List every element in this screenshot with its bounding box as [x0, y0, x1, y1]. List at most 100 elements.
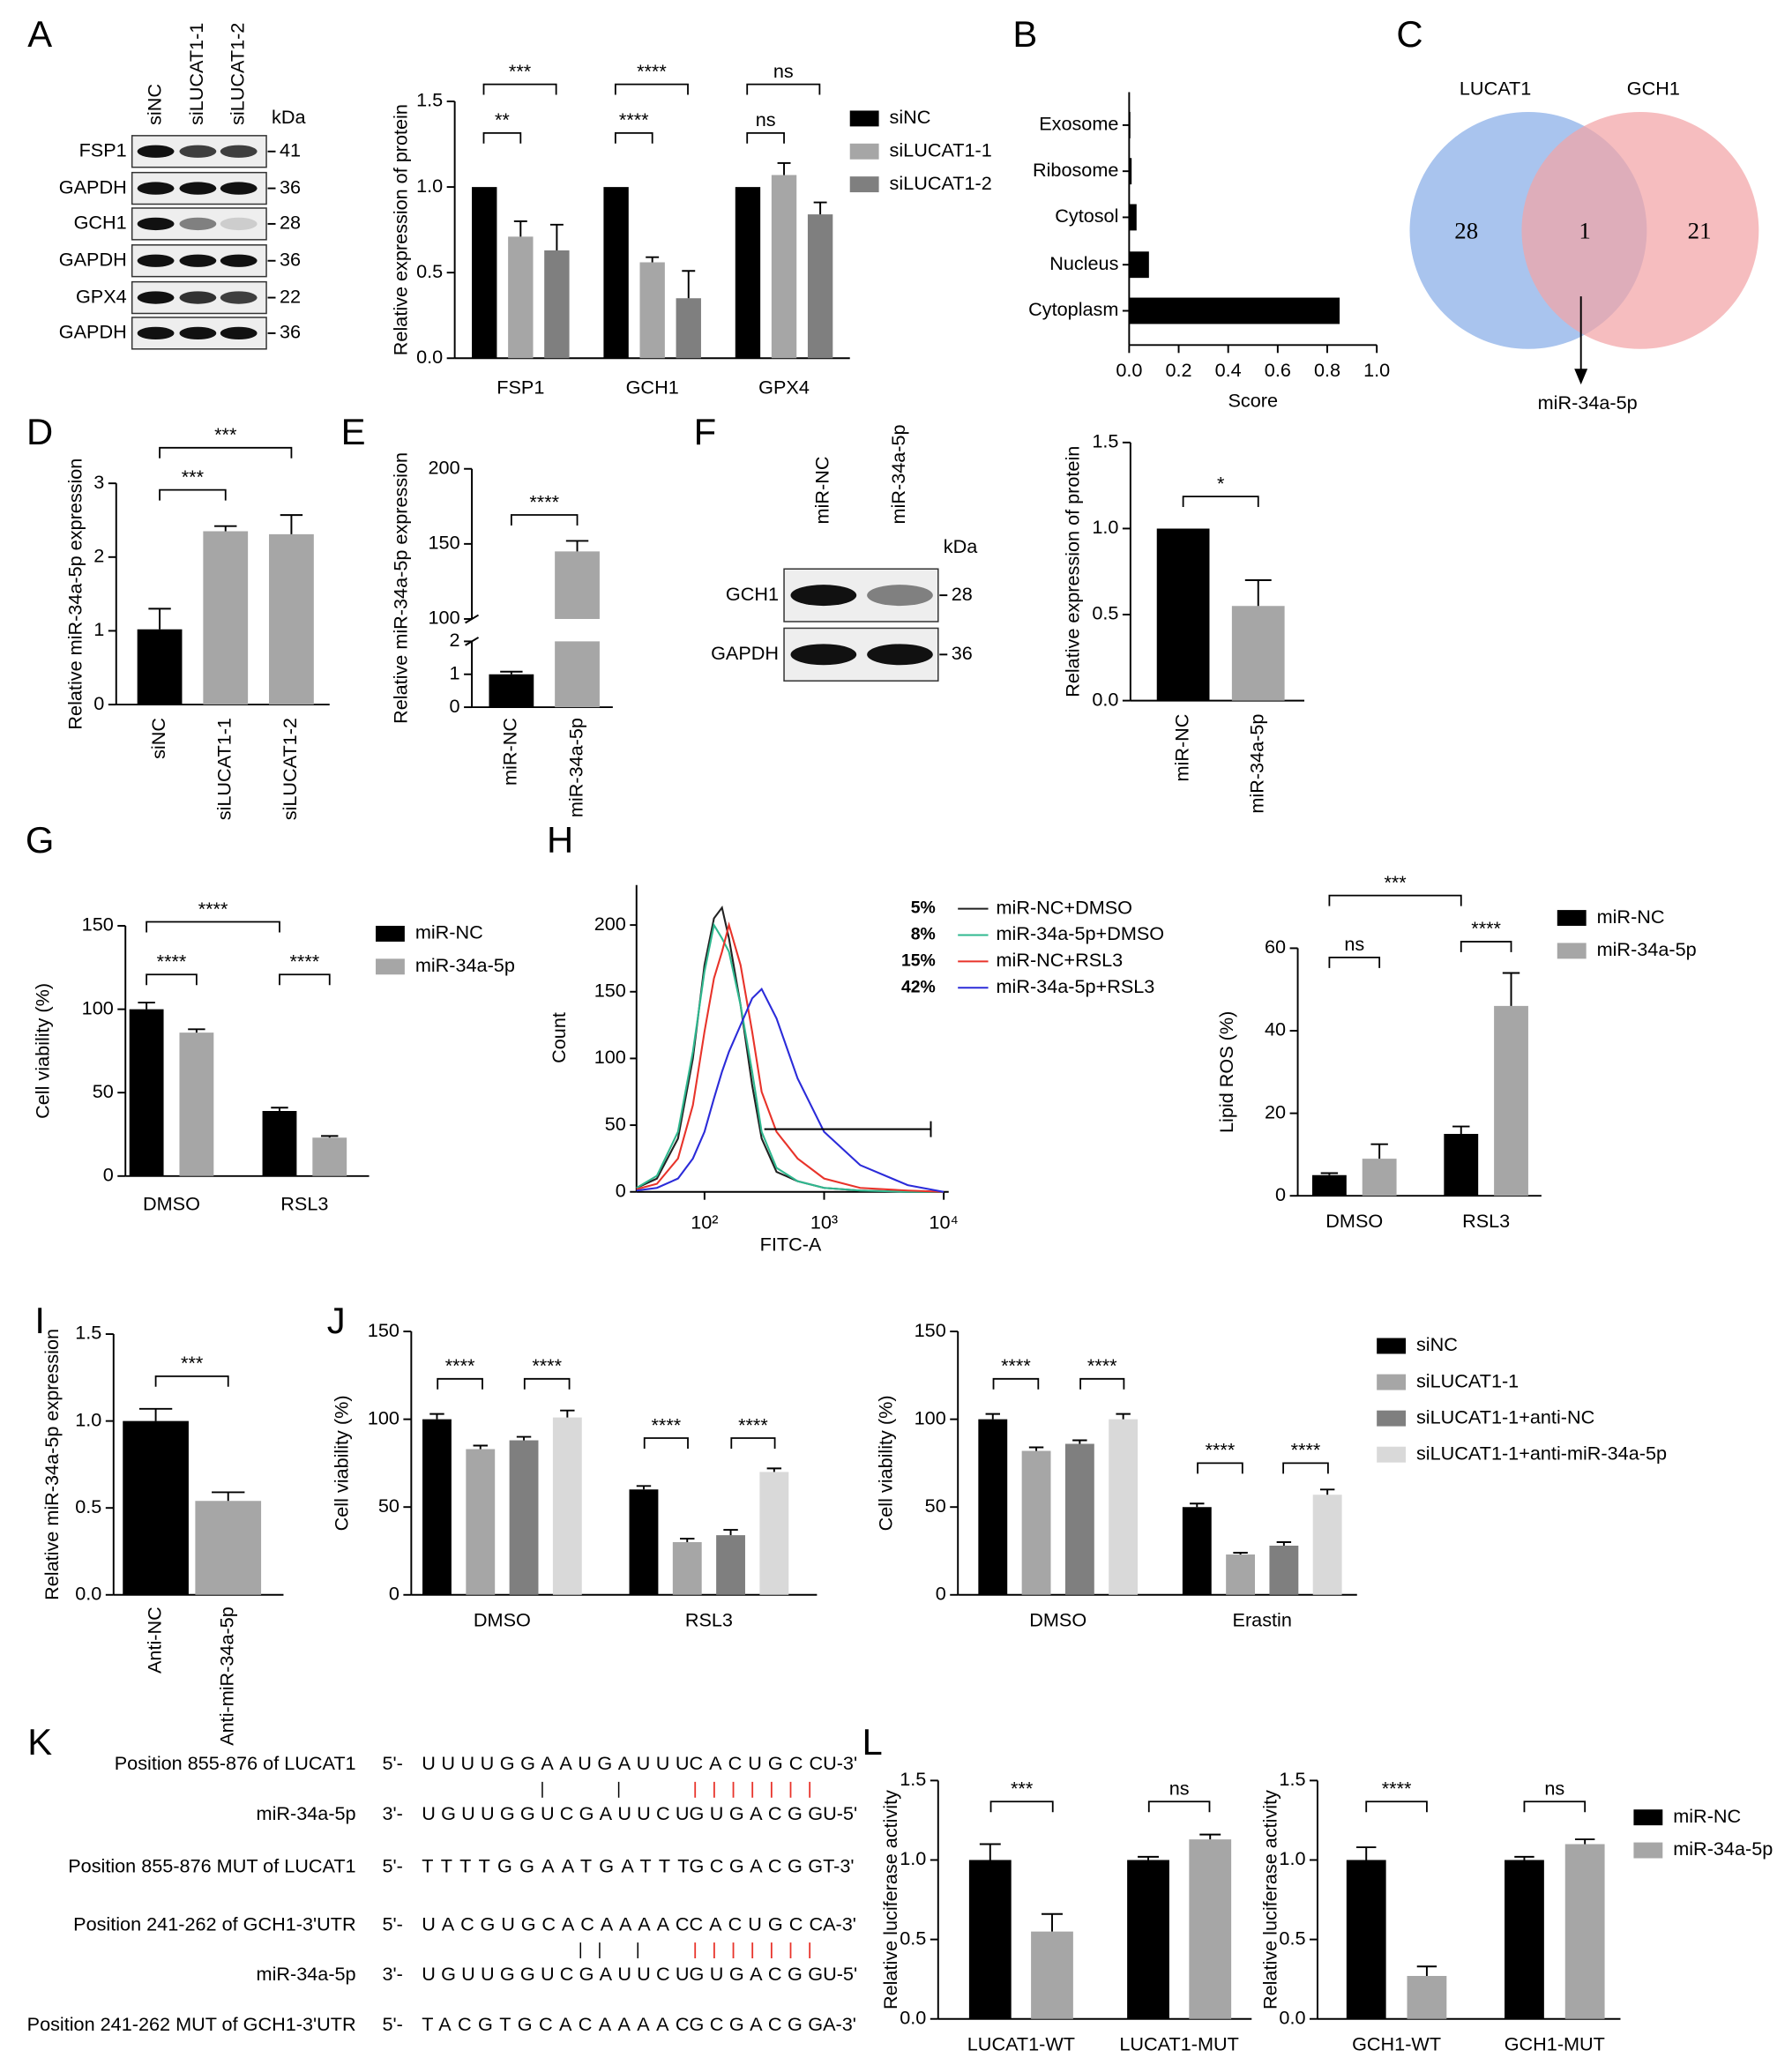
gate-percent: 5% [911, 898, 936, 918]
y-tick-label: 100 [82, 996, 114, 1018]
seed-sequence: GCGACGG [690, 1855, 824, 1877]
error-bar [1514, 1855, 1534, 1860]
x-tick-label: 0.2 [1165, 359, 1191, 381]
bar [1226, 1554, 1256, 1595]
bracket [1147, 1800, 1211, 1813]
sequence: UGUUGGUCGAUUCU [422, 1802, 689, 1824]
y-tick-label: 0 [93, 692, 104, 714]
kda-label: 41 [280, 138, 301, 160]
bar [978, 1419, 1008, 1595]
bar [1231, 606, 1285, 701]
x-axis-label: FITC-A [760, 1234, 822, 1256]
x-tick-label: 0.6 [1265, 359, 1291, 381]
bar [1156, 528, 1210, 701]
bar [552, 1417, 582, 1595]
x-axis-label: Score [1228, 389, 1278, 411]
y-tick-label: 40 [1265, 1018, 1286, 1040]
band [790, 585, 857, 607]
kda-label: 36 [952, 642, 973, 664]
error-bar [1190, 1502, 1205, 1508]
y-tick-label: 50 [925, 1495, 946, 1517]
y-tick-label: 50 [378, 1495, 399, 1517]
x-tick-label: Anti-miR-34a-5p [215, 1607, 237, 1746]
protein-label: FSP1 [79, 138, 127, 160]
bracket [746, 131, 785, 144]
x-tick-label: miR-NC [499, 718, 521, 786]
band [220, 145, 258, 158]
band [179, 182, 217, 195]
strand-end: T-3' [823, 1855, 854, 1877]
significance-label: ns [1544, 1778, 1564, 1800]
x-tick-label: GCH1-WT [1352, 2032, 1441, 2054]
x-tick-label: miR-NC [1170, 714, 1192, 782]
legend-label: siLUCAT1-1 [1416, 1369, 1519, 1391]
strand-end: A-3' [823, 2013, 856, 2035]
y-axis-label: Relative miR-34a-5p expression [64, 458, 86, 730]
bracket [159, 488, 227, 501]
significance-label: **** [1471, 917, 1501, 939]
strand-end: U-3' [823, 1752, 857, 1774]
venn-count: 21 [1688, 218, 1712, 244]
y-axis-label: Relative luciferase activity [879, 1790, 901, 2009]
bracket [1523, 1800, 1587, 1813]
error-bar [321, 1135, 339, 1138]
error-bar [1028, 1446, 1044, 1451]
band [137, 145, 175, 158]
bracket [1282, 1462, 1329, 1474]
band [137, 254, 175, 267]
bracket [146, 973, 198, 986]
lane-label: siLUCAT1-1 [185, 23, 207, 125]
bar [1311, 1174, 1347, 1197]
bar [676, 298, 701, 359]
y-tick-label: 1.0 [75, 1408, 101, 1430]
bar [1021, 1450, 1051, 1595]
bar [1494, 1005, 1528, 1197]
legend-label: miR-34a-5p [1673, 1838, 1773, 1860]
error-bar [1416, 1965, 1437, 1977]
venn-count: 1 [1579, 218, 1590, 244]
bar [1182, 1507, 1212, 1595]
band [137, 326, 175, 340]
bar [129, 1009, 164, 1176]
legend-swatch [1377, 1338, 1407, 1354]
bracket [614, 83, 689, 95]
bar [1129, 204, 1137, 231]
y-tick-label: 200 [429, 456, 460, 478]
strand-end: U-5' [823, 1963, 857, 1985]
significance-label: **** [738, 1413, 768, 1435]
significance-label: **** [652, 1413, 682, 1435]
bar [179, 1032, 214, 1176]
protein-label: GCH1 [726, 583, 779, 605]
x-tick-label: GPX4 [758, 376, 810, 398]
error-bar [549, 223, 564, 250]
x-tick-label: miR-34a-5p [564, 718, 586, 817]
band [790, 644, 857, 666]
category-label: Ribosome [1033, 159, 1118, 181]
x-tick-label: LUCAT1-MUT [1119, 2032, 1238, 2054]
strand-end: 3'- [382, 1963, 402, 1985]
y-tick-label: 3 [93, 471, 104, 493]
band [179, 217, 217, 231]
y-tick-label: 0.5 [75, 1495, 101, 1517]
seed-sequence: GUGACGG [690, 1963, 824, 1985]
histogram-line [636, 922, 945, 1193]
error-bar [636, 1485, 652, 1490]
arrow-head [1574, 369, 1588, 385]
legend-swatch [1633, 1809, 1663, 1826]
significance-label: **** [532, 1354, 562, 1376]
set-label: LUCAT1 [1460, 77, 1531, 99]
y-tick-label: 0 [389, 1582, 399, 1604]
row-label: Position 855-876 MUT of LUCAT1 [68, 1855, 355, 1877]
band [137, 217, 175, 231]
bar [269, 533, 314, 705]
error-bar [188, 1028, 205, 1033]
bracket [437, 1377, 483, 1390]
legend-label: miR-34a-5p+RSL3 [997, 975, 1155, 997]
bar [1346, 1860, 1386, 2019]
significance-label: **** [619, 108, 649, 130]
y-tick-label: 1.0 [1092, 516, 1118, 538]
bar [1505, 1860, 1544, 2019]
y-tick-label: 0.5 [416, 260, 443, 282]
legend-swatch [376, 958, 405, 975]
error-bar [1072, 1439, 1087, 1444]
